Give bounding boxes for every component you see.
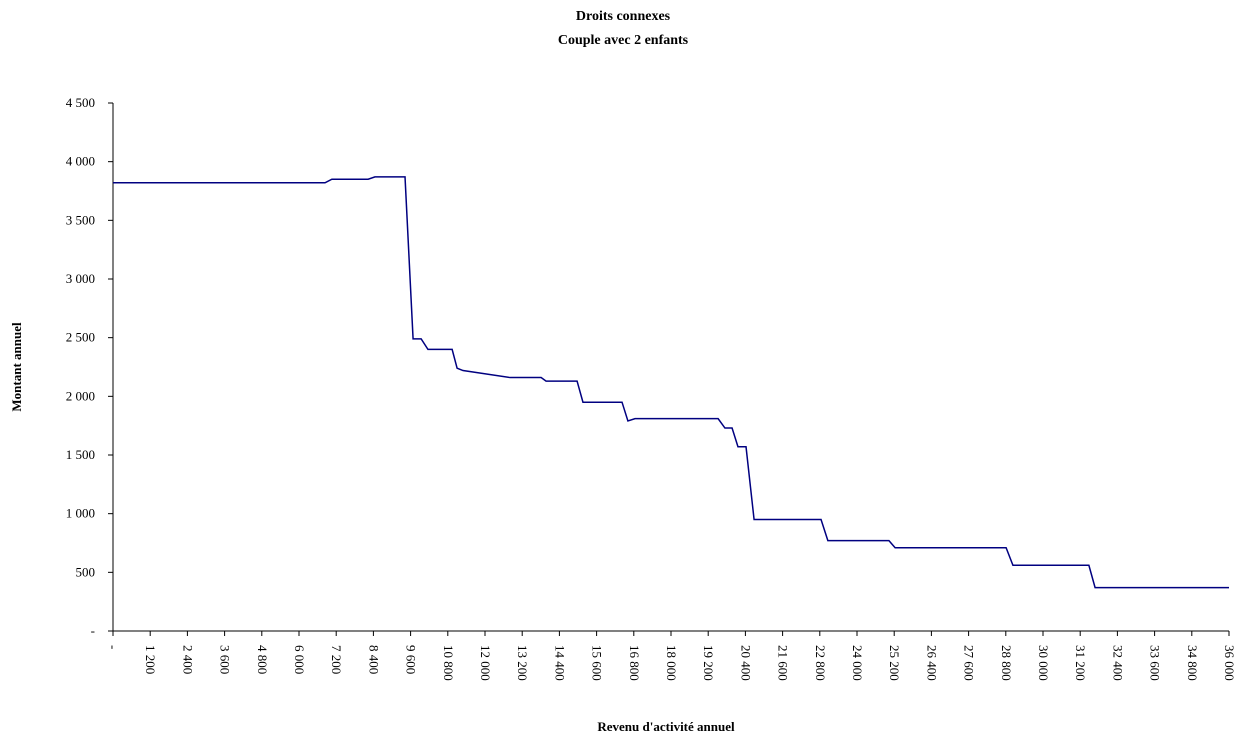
y-tick-label: - [91, 623, 95, 638]
x-tick-label: 14 400 [552, 645, 567, 681]
x-tick-label: 27 600 [962, 645, 977, 681]
x-axis-title: Revenu d'activité annuel [597, 719, 735, 734]
x-tick-label: 34 800 [1185, 645, 1200, 681]
x-tick-label: 10 800 [441, 645, 456, 681]
chart-title: Droits connexes [576, 9, 671, 24]
x-tick-label: 24 000 [850, 645, 865, 681]
x-tick-label: 30 000 [1036, 645, 1051, 681]
x-tick-label: 13 200 [515, 645, 530, 681]
y-tick-label: 3 500 [66, 212, 95, 227]
x-tick-label: 2 400 [180, 645, 195, 674]
y-tick-label: 4 500 [66, 95, 95, 110]
x-tick-label: 1 200 [143, 645, 158, 674]
x-tick-label: 36 000 [1222, 645, 1237, 681]
y-tick-label: 1 000 [66, 506, 95, 521]
x-tick-label: 33 600 [1148, 645, 1163, 681]
x-tick-label: 32 400 [1110, 645, 1125, 681]
x-tick-label: 26 400 [924, 645, 939, 681]
x-tick-label: 21 600 [776, 645, 791, 681]
x-tick-label: 28 800 [999, 645, 1014, 681]
x-tick-label: 31 200 [1073, 645, 1088, 681]
y-axis-title: Montant annuel [9, 322, 24, 412]
y-tick-label: 4 000 [66, 154, 95, 169]
x-tick-label: 22 800 [813, 645, 828, 681]
y-tick-label: 500 [76, 564, 96, 579]
x-tick-label: 15 600 [590, 645, 605, 681]
chart-subtitle: Couple avec 2 enfants [558, 33, 689, 48]
y-tick-label: 2 500 [66, 330, 95, 345]
x-tick-label: 9 600 [404, 645, 419, 674]
y-tick-label: 2 000 [66, 388, 95, 403]
x-tick-label: 16 800 [627, 645, 642, 681]
x-tick-label: 6 000 [292, 645, 307, 674]
x-tick-label: 19 200 [701, 645, 716, 681]
x-tick-label: 25 200 [887, 645, 902, 681]
x-tick-label: 18 000 [664, 645, 679, 681]
y-tick-label: 3 000 [66, 271, 95, 286]
x-tick-label: 20 400 [738, 645, 753, 681]
x-tick-label: 4 800 [255, 645, 270, 674]
x-tick-label: - [106, 645, 121, 649]
y-tick-label: 1 500 [66, 447, 95, 462]
data-line [113, 176, 1229, 589]
x-tick-label: 7 200 [329, 645, 344, 674]
x-tick-label: 3 600 [218, 645, 233, 674]
x-tick-label: 8 400 [366, 645, 381, 674]
x-tick-label: 12 000 [478, 645, 493, 681]
